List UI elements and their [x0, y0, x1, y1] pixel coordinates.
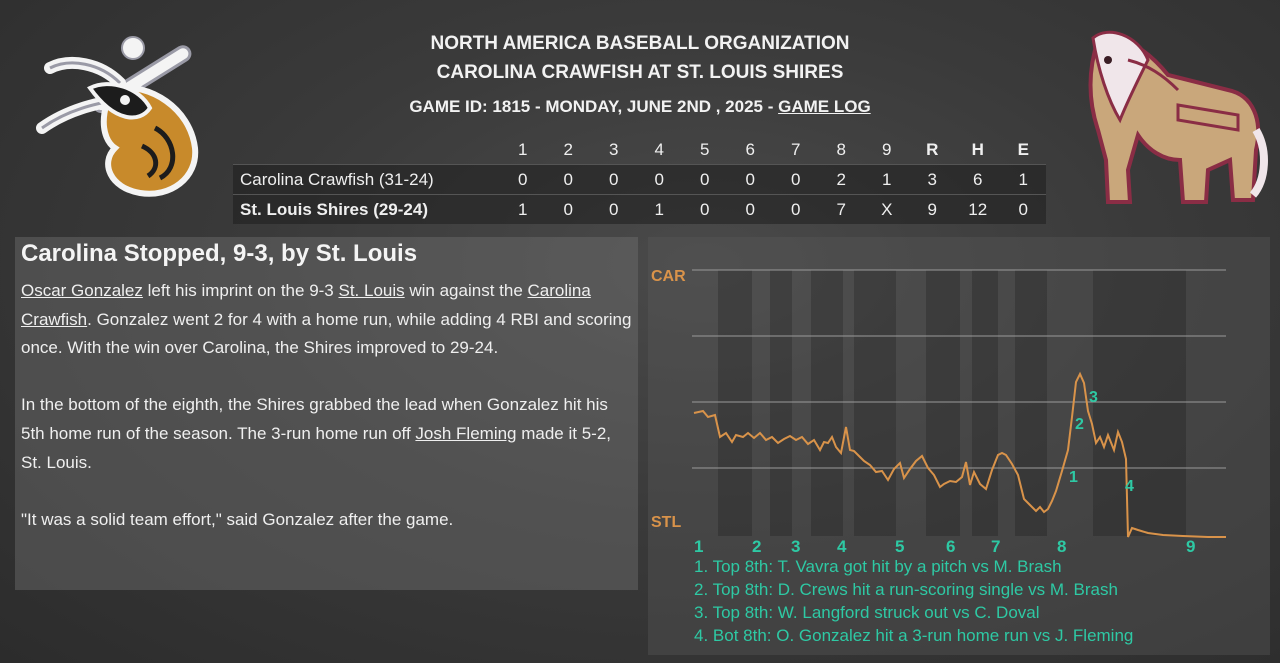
inning-header: 1: [518, 139, 528, 159]
inning-tick-label: 3: [791, 537, 800, 555]
inning-header: 4: [654, 139, 664, 159]
story-text: left his imprint on the 9-3: [142, 281, 339, 300]
carolina-crawfish-logo: [36, 36, 199, 197]
inning-header: 6: [745, 139, 755, 159]
key-play-note: 2. Top 8th: D. Crews hit a run-scoring s…: [694, 580, 1118, 599]
inning-header: 8: [836, 139, 846, 159]
errors-cell: 0: [1018, 199, 1028, 219]
league-title: NORTH AMERICA BASEBALL ORGANIZATION: [430, 33, 850, 54]
st-louis-shires-logo: [1088, 30, 1268, 204]
inning-band: [854, 270, 896, 536]
story-text: made it 5-2, St. Louis.: [21, 423, 612, 472]
score-cell: 0: [745, 169, 755, 189]
game-log-link[interactable]: GAME LOG: [778, 97, 871, 116]
inning-header: 5: [700, 139, 710, 159]
inning-band: [770, 270, 792, 536]
story-quote: "It was a solid team effort," said Gonza…: [21, 509, 454, 529]
home-team-name[interactable]: St. Louis Shires (29-24): [240, 199, 428, 219]
key-play-note: 1. Top 8th: T. Vavra got hit by a pitch …: [694, 557, 1062, 576]
inning-band: [811, 270, 843, 536]
inning-tick-label: 6: [946, 537, 955, 555]
score-cell: 2: [836, 169, 846, 189]
score-cell: 0: [654, 169, 664, 189]
hits-cell: 12: [968, 199, 988, 219]
key-plays-list: 1. Top 8th: T. Vavra got hit by a pitch …: [694, 555, 1133, 647]
hits-cell: 6: [973, 169, 983, 189]
inning-band: [718, 270, 752, 536]
inning-header: 2: [563, 139, 573, 159]
matchup-title: CAROLINA CRAWFISH AT ST. LOUIS SHIRES: [436, 62, 844, 83]
event-marker: 2: [1075, 416, 1084, 433]
line-score-table: 1 2 3 4 5 6 7 8 9 R H E Carolina Crawfis…: [233, 135, 1046, 224]
team-link-carolina-crawfish[interactable]: Carolina Crawfish: [21, 281, 591, 329]
story-text: In the bottom of the eighth, the Shires …: [21, 395, 608, 443]
errors-header: E: [1017, 139, 1029, 159]
line-score-header: 1 2 3 4 5 6 7 8 9 R H E: [233, 135, 1046, 165]
event-marker: 3: [1089, 389, 1098, 406]
home-team-row: St. Louis Shires (29-24) 1 0 0 1 0 0 0 7…: [233, 194, 1046, 224]
inning-tick-label: 1: [694, 537, 703, 555]
score-cell: 1: [518, 199, 528, 219]
score-cell: 1: [654, 199, 664, 219]
score-cell: 0: [563, 199, 573, 219]
game-info-text: GAME ID: 1815 - MONDAY, JUNE 2ND , 2025 …: [409, 97, 774, 116]
inning-band: [1015, 270, 1047, 536]
story-text: win against the: [404, 281, 528, 300]
game-story-panel: Carolina Stopped, 9-3, by St. Louis Osca…: [15, 237, 638, 590]
score-cell: 0: [745, 199, 755, 219]
score-cell: 0: [609, 199, 619, 219]
inning-header: 3: [609, 139, 619, 159]
team-header: [233, 135, 500, 165]
team-link-st-louis[interactable]: St. Louis: [338, 281, 405, 300]
score-cell: 0: [518, 169, 528, 189]
stl-label: STL: [651, 514, 682, 531]
key-play-note: 3. Top 8th: W. Langford struck out vs C.…: [694, 603, 1040, 622]
score-cell: 0: [563, 169, 573, 189]
runs-header: R: [926, 139, 939, 159]
inning-tick-label: 2: [752, 537, 761, 555]
inning-band: [972, 270, 998, 536]
score-cell: 0: [700, 199, 710, 219]
inning-tick-label: 4: [837, 537, 847, 555]
errors-cell: 1: [1018, 169, 1028, 189]
player-link-josh-fleming[interactable]: Josh Fleming: [415, 423, 517, 443]
game-info: GAME ID: 1815 - MONDAY, JUNE 2ND , 2025 …: [0, 97, 1280, 117]
runs-cell: 3: [927, 169, 937, 189]
score-cell: X: [881, 199, 893, 219]
event-marker: 1: [1069, 469, 1078, 486]
score-cell: 0: [791, 169, 801, 189]
runs-cell: 9: [927, 199, 937, 219]
inning-band: [926, 270, 960, 536]
story-paragraph: In the bottom of the eighth, the Shires …: [21, 391, 633, 477]
hits-header: H: [971, 139, 984, 159]
score-cell: 0: [791, 199, 801, 219]
key-play-note: 4. Bot 8th: O. Gonzalez hit a 3-run home…: [694, 626, 1134, 645]
story-text: . Gonzalez went 2 for 4 with a home run,…: [21, 309, 632, 358]
inning-band: [1093, 270, 1186, 536]
event-marker: 4: [1125, 478, 1134, 495]
score-cell: 0: [609, 169, 619, 189]
inning-tick-label: 8: [1057, 537, 1066, 555]
car-label: CAR: [651, 268, 686, 285]
win-probability-line: [693, 371, 1226, 538]
inning-tick-label: 9: [1186, 537, 1195, 555]
story-body: Oscar Gonzalez left his imprint on the 9…: [21, 277, 633, 563]
away-team-name[interactable]: Carolina Crawfish (31-24): [240, 169, 434, 189]
score-cell: 0: [700, 169, 710, 189]
score-cell: 1: [882, 169, 892, 189]
story-headline: Carolina Stopped, 9-3, by St. Louis: [21, 240, 418, 267]
inning-tick-label: 7: [991, 537, 1000, 555]
inning-header: 7: [791, 139, 801, 159]
inning-header: 9: [882, 139, 892, 159]
score-cell: 7: [836, 199, 846, 219]
story-paragraph: Oscar Gonzalez left his imprint on the 9…: [21, 277, 633, 363]
inning-tick-label: 5: [895, 537, 904, 555]
away-team-row: Carolina Crawfish (31-24) 0 0 0 0 0 0 0 …: [233, 164, 1046, 195]
player-link-oscar-gonzalez[interactable]: Oscar Gonzalez: [21, 281, 143, 300]
